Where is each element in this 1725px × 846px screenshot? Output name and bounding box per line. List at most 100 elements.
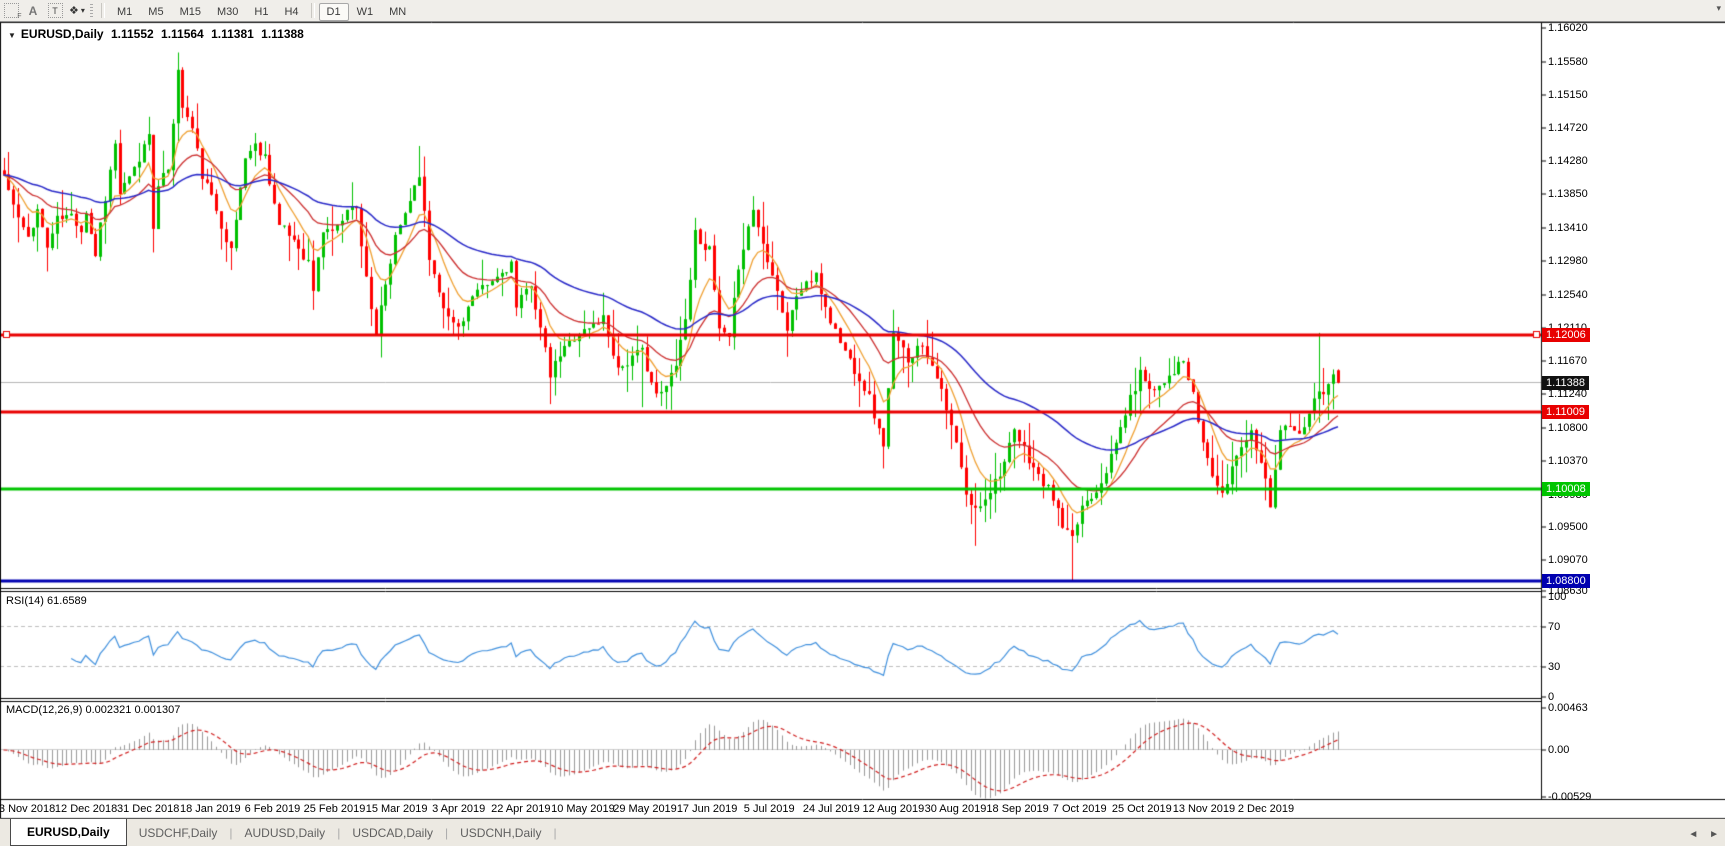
date-tick-label: 12 Aug 2019 <box>862 803 925 815</box>
price-badge: 1.11388 <box>1542 375 1589 390</box>
macd-main-value: 0.002321 <box>85 704 132 716</box>
label-tool-button[interactable]: T <box>46 2 64 19</box>
timeframe-button-M30[interactable]: M30 <box>216 5 239 18</box>
date-tick-label: 15 Mar 2019 <box>365 803 428 815</box>
chevron-down-icon[interactable]: ▾ <box>80 6 85 15</box>
date-tick-label: 25 Oct 2019 <box>1111 803 1172 815</box>
date-tick-label: 13 Nov 2019 <box>1172 803 1236 815</box>
price-tick-label: 1.11670 <box>1548 355 1587 368</box>
price-tick-label: 1.15150 <box>1548 88 1588 101</box>
price-badge: 1.08800 <box>1542 574 1590 589</box>
arrows-tool-button[interactable]: ❖ ▾ <box>68 2 86 19</box>
tab-divider: | <box>337 825 341 840</box>
price-tick-label: 1.12980 <box>1548 254 1588 267</box>
symbol-tab-USDCNH[interactable]: USDCNH,Daily <box>460 825 542 840</box>
rsi-tick-label: 70 <box>1548 621 1561 633</box>
date-tick-label: 3 Apr 2019 <box>432 803 486 815</box>
low-value: 1.11381 <box>211 27 254 41</box>
date-tick-label: 29 May 2019 <box>613 803 677 815</box>
label-tool-icon: T <box>47 3 63 18</box>
price-tick-label: 1.12540 <box>1548 288 1588 301</box>
text-tool-button[interactable]: A <box>24 2 42 19</box>
macd-signal-value: 0.001307 <box>134 704 181 716</box>
tab-divider: | <box>553 825 557 840</box>
date-tick-label: 7 Oct 2019 <box>1052 803 1107 815</box>
symbol-tab-USDCAD[interactable]: USDCAD,Daily <box>352 825 433 840</box>
date-tick-label: 17 Jun 2019 <box>676 803 738 815</box>
toolbar-overflow-caret-icon[interactable]: ▾ <box>1716 3 1721 13</box>
toolbar-separator <box>310 2 315 18</box>
price-tick-label: 1.14720 <box>1548 121 1588 134</box>
tab-divider: | <box>229 825 233 840</box>
timeframe-button-M15[interactable]: M15 <box>179 5 201 18</box>
price-badge: 1.11009 <box>1542 404 1589 419</box>
timeframe-button-W1[interactable]: W1 <box>356 5 374 18</box>
macd-tick-label: -0.00529 <box>1548 791 1592 803</box>
date-tick-label: 12 Dec 2018 <box>54 803 118 815</box>
date-tick-label: 25 Feb 2019 <box>303 803 366 815</box>
symbol-tabs: EURUSD,Daily USDCHF,Daily | AUDUSD,Daily | US… <box>0 819 557 846</box>
text-tool-icon: A <box>28 3 38 18</box>
tab-scroll-arrows: ◄ ► <box>1680 829 1719 840</box>
toolbar-separator <box>101 3 105 18</box>
date-tick-label: 31 Dec 2018 <box>116 803 180 815</box>
rsi-tick-label: 100 <box>1548 591 1567 603</box>
tab-scroll-left-icon[interactable]: ◄ <box>1688 829 1699 840</box>
date-tick-label: 22 Apr 2019 <box>491 803 551 815</box>
toolbar: F A T ❖ ▾ M1 M5 M15 M30 H1 H4 D1 W1 MN ▾ <box>0 0 1725 22</box>
date-tick-label: 30 Aug 2019 <box>924 803 987 815</box>
date-tick-label: 6 Feb 2019 <box>244 803 301 815</box>
close-value: 1.11388 <box>261 27 304 41</box>
open-value: 1.11552 <box>110 27 154 41</box>
date-tick-label: 5 Jul 2019 <box>743 803 795 815</box>
rsi-pane-label: RSI(14) 61.6589 <box>6 595 87 607</box>
date-tick-label: 10 May 2019 <box>551 803 615 815</box>
symbol-tab-EURUSD[interactable]: EURUSD,Daily <box>10 819 127 846</box>
timeframe-button-D1[interactable]: D1 <box>318 2 349 21</box>
price-badge: 1.10008 <box>1542 481 1590 496</box>
collapse-caret-icon[interactable]: ▼ <box>8 31 16 40</box>
symbol-tab-bar: EURUSD,Daily USDCHF,Daily | AUDUSD,Daily | US… <box>0 818 1725 846</box>
timeframe-button-MN[interactable]: MN <box>389 5 407 18</box>
rsi-tick-label: 30 <box>1548 661 1561 673</box>
grid-template-tool-button[interactable]: F <box>2 2 22 20</box>
price-tick-label: 1.09070 <box>1548 554 1588 567</box>
price-tick-label: 1.16020 <box>1548 22 1588 34</box>
macd-tick-label: 0.00 <box>1548 744 1570 756</box>
macd-pane-label: MACD(12,26,9) 0.002321 0.001307 <box>6 704 181 716</box>
price-tick-label: 1.11240 <box>1548 388 1587 401</box>
symbol-period-label: EURUSD,Daily <box>20 27 104 41</box>
price-tick-label: 1.10370 <box>1548 454 1588 467</box>
timeframe-button-M5[interactable]: M5 <box>148 5 164 18</box>
timeframe-button-M1[interactable]: M1 <box>117 5 133 18</box>
timeframe-buttons: M1 M5 M15 M30 H1 H4 D1 W1 MN <box>109 2 414 21</box>
date-tick-label: 24 Jul 2019 <box>802 803 860 815</box>
high-value: 1.11564 <box>161 27 204 41</box>
timeframe-button-H1[interactable]: H1 <box>254 5 269 18</box>
date-tick-label: 18 Jan 2019 <box>180 803 241 815</box>
dotted-grid-icon: F <box>3 3 22 20</box>
price-tick-label: 1.09500 <box>1548 521 1588 534</box>
tab-divider: | <box>445 825 449 840</box>
symbol-tab-USDCHF[interactable]: USDCHF,Daily <box>138 825 218 840</box>
price-tick-label: 1.13410 <box>1548 221 1588 234</box>
price-badge: 1.12006 <box>1542 328 1590 343</box>
toolbar-grip-handle[interactable] <box>90 3 93 18</box>
price-tick-label: 1.13850 <box>1548 188 1588 201</box>
price-tick-label: 1.15580 <box>1548 55 1588 68</box>
date-tick-label: 23 Nov 2018 <box>0 803 56 815</box>
date-tick-label: 18 Sep 2019 <box>986 803 1049 815</box>
rsi-current-value: 61.6589 <box>46 595 87 607</box>
price-tick-label: 1.10800 <box>1548 421 1588 434</box>
rsi-tick-label: 0 <box>1548 691 1555 703</box>
date-tick-label: 2 Dec 2019 <box>1237 803 1295 815</box>
chart-title: ▼ EURUSD,Daily 1.11552 1.11564 1.11381 1.… <box>8 27 308 41</box>
price-tick-label: 1.14280 <box>1548 155 1588 168</box>
macd-tick-label: 0.00463 <box>1548 702 1588 715</box>
tab-scroll-right-icon[interactable]: ► <box>1709 829 1719 840</box>
arrows-icon: ❖ <box>69 5 79 17</box>
symbol-tab-AUDUSD[interactable]: AUDUSD,Daily <box>244 825 326 840</box>
timeframe-button-H4[interactable]: H4 <box>284 5 299 18</box>
